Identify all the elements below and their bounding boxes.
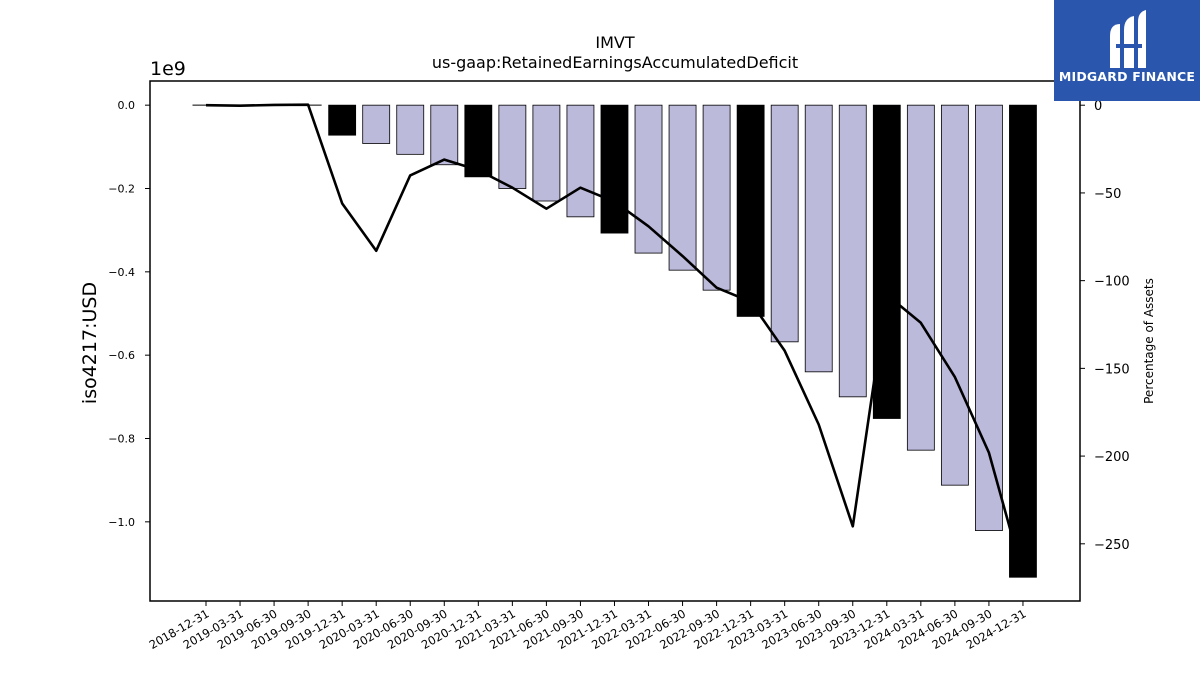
y2-tick-label: 0 <box>1094 99 1102 114</box>
bar <box>634 104 663 254</box>
bar <box>532 104 561 202</box>
y-tick-label: −0.8 <box>108 433 135 446</box>
bar <box>975 104 1003 531</box>
y2-tick-label: −100 <box>1094 275 1130 290</box>
brand-logo: MIDGARD FINANCE <box>1054 0 1200 101</box>
bar <box>940 104 969 486</box>
y-tick-label: 0.0 <box>118 99 136 112</box>
percentage-line <box>205 103 1025 576</box>
bar <box>396 104 425 155</box>
y-tick-label: −0.2 <box>108 183 135 196</box>
bar <box>702 104 731 291</box>
plot-frame <box>149 80 1081 602</box>
bar <box>328 104 357 136</box>
bar <box>668 104 697 271</box>
chart-title: IMVT <box>595 33 634 52</box>
bar <box>464 104 493 178</box>
y-scale-label: 1e9 <box>150 58 186 80</box>
bar <box>362 104 391 144</box>
y-tick-label: −1.0 <box>108 516 135 529</box>
bar <box>600 104 629 234</box>
y2-tick-label: −50 <box>1094 187 1121 202</box>
y-tick-label: −0.4 <box>108 266 135 279</box>
y2-tick-label: −150 <box>1094 362 1130 377</box>
bar <box>906 104 935 451</box>
chart-subtitle: us-gaap:RetainedEarningsAccumulatedDefic… <box>432 53 798 72</box>
bar <box>838 104 867 398</box>
brand-name: MIDGARD FINANCE <box>1058 69 1196 84</box>
y2-tick-label: −250 <box>1094 538 1130 553</box>
bar <box>872 104 901 419</box>
bar <box>804 104 833 373</box>
bar <box>770 104 799 343</box>
bar <box>1009 104 1037 578</box>
y2-axis-label: Percentage of Assets <box>1142 278 1156 404</box>
y2-tick-label: −200 <box>1094 450 1130 465</box>
bar <box>498 104 527 189</box>
y-tick-label: −0.6 <box>108 349 135 362</box>
y-axis-label: iso4217:USD <box>79 282 101 404</box>
bar <box>430 104 459 166</box>
bar <box>736 104 765 317</box>
bar <box>566 104 595 218</box>
midgard-logo-icon <box>1110 10 1146 68</box>
